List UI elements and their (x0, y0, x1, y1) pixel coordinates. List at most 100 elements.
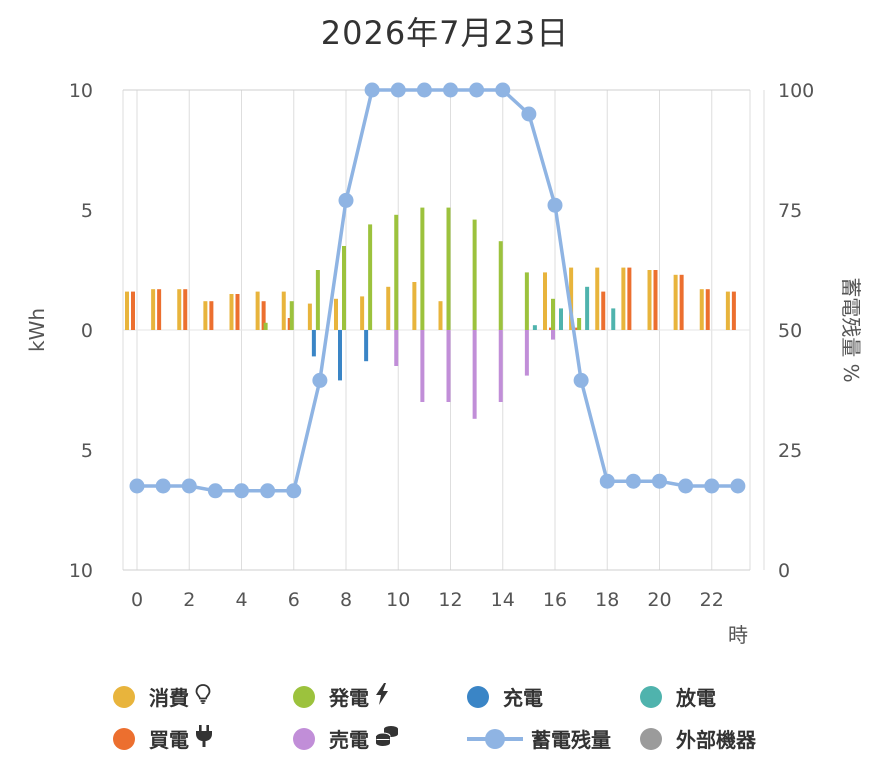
bar-消費 (281, 291, 286, 330)
bar-充電 (364, 330, 369, 362)
battery-level-point (678, 478, 694, 494)
bar-発電 (289, 301, 294, 330)
y-left-tick-label: 0 (81, 320, 93, 342)
battery-level-point (207, 483, 223, 499)
battery-level-point (338, 192, 354, 208)
x-tick-label: 6 (288, 589, 300, 611)
bar-買電 (627, 267, 632, 330)
bar-買電 (731, 291, 736, 330)
bar-消費 (438, 301, 443, 330)
battery-level-point (495, 82, 511, 98)
bar-消費 (151, 289, 156, 330)
battery-level-point (260, 483, 276, 499)
bar-発電 (315, 270, 320, 330)
x-tick-label: 16 (543, 589, 567, 611)
plug-icon (195, 725, 213, 752)
bar-放電 (532, 325, 537, 330)
bar-放電 (585, 286, 590, 330)
battery-level-point (416, 82, 432, 98)
legend-item-external-device[interactable]: 外部機器 (640, 724, 756, 753)
bar-買電 (261, 301, 266, 330)
bar-消費 (595, 267, 600, 330)
bar-消費 (255, 291, 260, 330)
bar-発電 (577, 318, 582, 330)
legend-label: 充電 (503, 686, 543, 710)
bar-消費 (177, 289, 182, 330)
bar-発電 (551, 298, 555, 330)
battery-level-point (181, 478, 197, 494)
x-tick-label: 4 (235, 589, 247, 611)
bar-買電 (157, 289, 162, 330)
legend-item-sale[interactable]: 売電 (293, 724, 399, 753)
bar-消費 (203, 301, 208, 330)
battery-level-point (390, 82, 406, 98)
x-tick-label: 18 (595, 589, 619, 611)
battery-level-point (234, 483, 249, 499)
y-right-tick-label: 75 (778, 200, 802, 222)
x-tick-label: 8 (340, 589, 352, 611)
legend-label: 消費 (149, 686, 189, 710)
y-left-tick-label: 5 (81, 440, 93, 462)
bar-充電 (311, 330, 316, 357)
y-left-axis-label: kWh (25, 308, 49, 352)
battery-level-point (547, 197, 563, 213)
bar-発電 (524, 272, 529, 330)
bar-買電 (183, 289, 188, 330)
legend-swatch (113, 727, 135, 750)
battery-level-point (443, 82, 458, 98)
legend-label: 発電 (329, 686, 369, 710)
bar-買電 (601, 291, 606, 330)
bar-発電 (420, 207, 425, 330)
bar-買電 (235, 294, 240, 330)
legend-item-battery-level[interactable]: 蓄電残量 (467, 724, 611, 753)
bar-売電 (420, 330, 425, 402)
legend-item-generation[interactable]: 発電 (293, 682, 389, 711)
y-left-tick-label: 10 (69, 80, 93, 102)
bar-消費 (334, 298, 338, 330)
y-right-tick-label: 100 (778, 80, 814, 102)
bar-発電 (446, 207, 451, 330)
battery-level-point (704, 478, 720, 494)
legend-item-consumption[interactable]: 消費 (113, 682, 211, 711)
bar-売電 (524, 330, 529, 376)
legend-item-purchase[interactable]: 買電 (113, 724, 213, 753)
bar-買電 (653, 270, 658, 330)
battery-level-point (599, 473, 615, 489)
x-tick-label: 22 (700, 589, 724, 611)
bar-消費 (125, 291, 129, 330)
lightbulb-icon (195, 684, 211, 709)
battery-level-point (573, 372, 589, 388)
bar-発電 (498, 241, 503, 330)
bar-消費 (699, 289, 704, 330)
bar-買電 (131, 291, 135, 330)
battery-level-point (155, 478, 171, 494)
y-right-axis-label: 蓄電残量 % (839, 277, 863, 382)
battery-level-point (652, 473, 667, 489)
x-tick-label: 10 (386, 589, 410, 611)
bar-消費 (412, 282, 417, 330)
bar-放電 (611, 308, 616, 330)
bar-発電 (368, 224, 373, 330)
legend-item-discharge[interactable]: 放電 (640, 682, 716, 711)
bar-消費 (543, 272, 547, 330)
y-left-tick-label: 5 (81, 200, 93, 222)
bar-消費 (621, 267, 626, 330)
bar-売電 (394, 330, 399, 366)
battery-level-point (364, 82, 380, 98)
legend-swatch-line (467, 728, 523, 750)
bar-消費 (229, 294, 234, 330)
bar-買電 (679, 274, 684, 330)
bar-売電 (498, 330, 503, 402)
y-left-tick-label: 10 (69, 560, 93, 582)
legend-label: 放電 (676, 686, 716, 710)
lightning-icon (375, 683, 389, 710)
bar-買電 (705, 289, 710, 330)
bar-発電 (472, 219, 477, 330)
legend-item-charge[interactable]: 充電 (467, 682, 543, 711)
bar-消費 (360, 296, 365, 330)
legend-label: 買電 (149, 728, 189, 752)
bar-売電 (472, 330, 477, 419)
y-right-tick-label: 25 (778, 440, 802, 462)
battery-level-point (730, 478, 746, 494)
